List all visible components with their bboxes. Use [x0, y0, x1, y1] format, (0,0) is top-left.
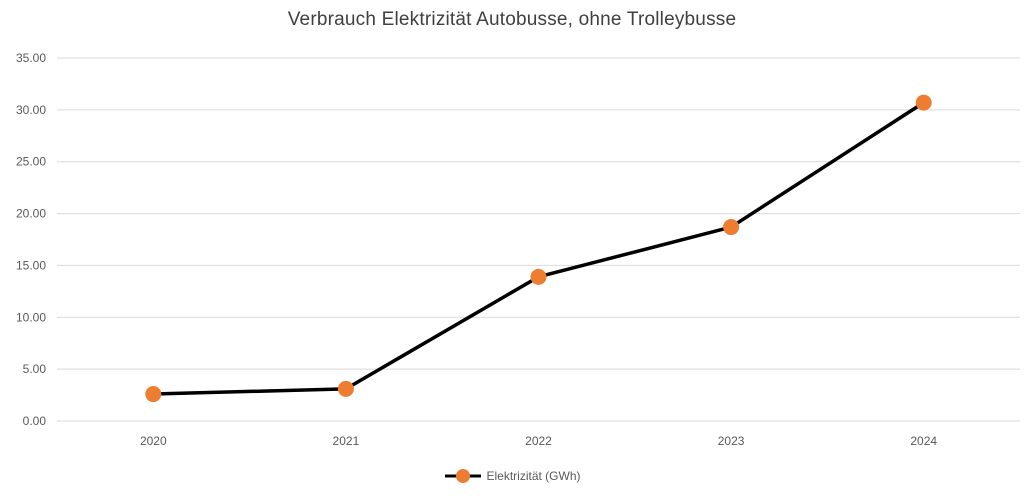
x-tick-label: 2021: [333, 434, 360, 448]
data-point: [530, 268, 547, 285]
y-tick-label: 30.00: [16, 103, 46, 117]
y-tick-label: 20.00: [16, 207, 46, 221]
y-tick-label: 10.00: [16, 310, 46, 324]
x-tick-label: 2024: [910, 434, 937, 448]
legend-marker-icon: [445, 469, 482, 483]
data-point: [915, 94, 932, 111]
y-tick-label: 0.00: [23, 414, 47, 428]
data-point: [337, 380, 354, 397]
legend: Elektrizität (GWh): [0, 467, 1024, 485]
y-tick-label: 25.00: [16, 155, 46, 169]
y-tick-label: 15.00: [16, 258, 46, 272]
legend-point-icon: [456, 469, 471, 483]
series-line: [151, 100, 926, 396]
data-point: [723, 219, 740, 236]
data-point: [145, 386, 162, 403]
legend-label: Elektrizität (GWh): [486, 469, 581, 483]
y-tick-label: 5.00: [23, 362, 47, 376]
y-tick-label: 35.00: [16, 51, 46, 65]
x-tick-label: 2020: [140, 434, 167, 448]
chart-title: Verbrauch Elektrizität Autobusse, ohne T…: [287, 9, 737, 30]
x-tick-label: 2023: [718, 434, 745, 448]
x-tick-label: 2022: [525, 434, 552, 448]
